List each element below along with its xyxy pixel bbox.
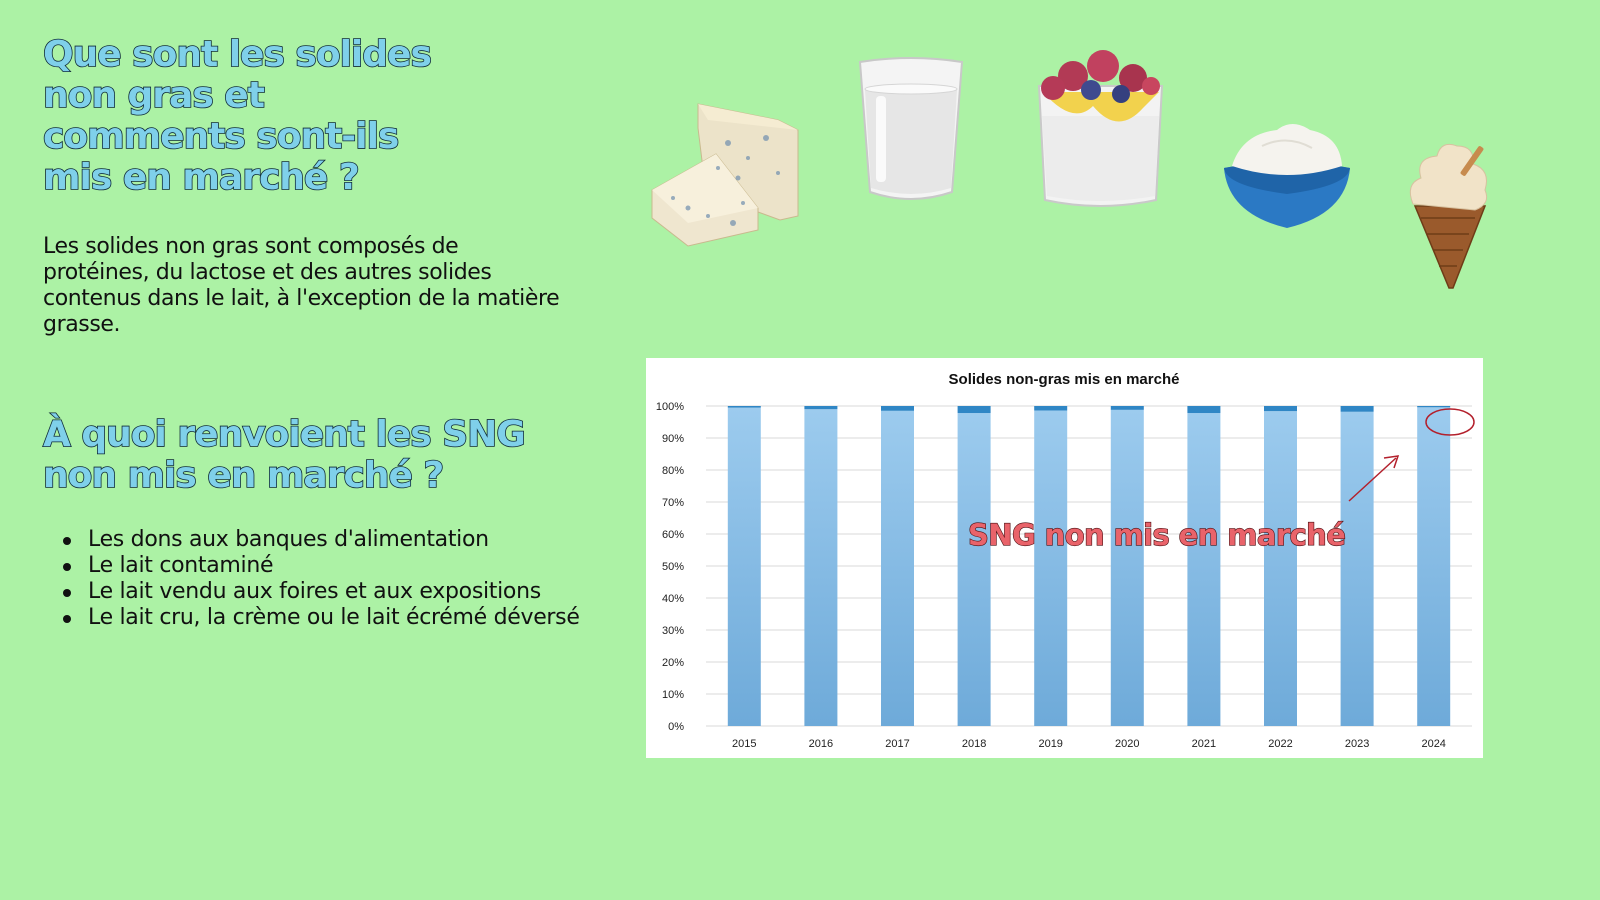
y-axis-labels: 0% 10% 20% 30% 40% 50% 60% 70% 80% 90% 100% bbox=[656, 401, 684, 733]
y-tick-label: 0% bbox=[668, 721, 684, 733]
x-tick-label: 2020 bbox=[1115, 738, 1139, 750]
glass-of-milk-image bbox=[858, 57, 964, 200]
y-tick-label: 70% bbox=[662, 497, 684, 509]
bullet-item: Le lait cru, la crème ou le lait écrémé … bbox=[44, 605, 580, 631]
x-tick-label: 2017 bbox=[885, 738, 909, 750]
bar-marketed bbox=[727, 407, 761, 726]
y-tick-label: 10% bbox=[662, 689, 684, 701]
x-tick-label: 2023 bbox=[1345, 738, 1369, 750]
x-axis-labels: 2015 2016 2017 2018 2019 2020 2021 2022 2023 2024 bbox=[732, 738, 1446, 750]
heading-line: non mis en marché ? bbox=[42, 454, 445, 497]
bar-not-marketed bbox=[1187, 406, 1221, 414]
bar-not-marketed bbox=[804, 406, 838, 410]
bar-not-marketed bbox=[1417, 406, 1451, 408]
bar-marketed bbox=[1034, 410, 1068, 726]
heading-line: comments sont-ils bbox=[42, 115, 400, 158]
bar-marketed bbox=[1340, 411, 1374, 726]
bullet-item: Le lait vendu aux foires et aux expositi… bbox=[44, 579, 580, 605]
y-tick-label: 50% bbox=[662, 561, 684, 573]
yogurt-parfait-image bbox=[1037, 50, 1164, 207]
bar-marketed bbox=[881, 410, 914, 726]
bar-not-marketed bbox=[727, 406, 761, 408]
bullet-list: Les dons aux banques d'alimentation Le l… bbox=[44, 527, 580, 631]
bar-marketed bbox=[1110, 409, 1144, 726]
annotation-label: SNG non mis en marché bbox=[967, 517, 1346, 552]
bar-marketed bbox=[1417, 407, 1451, 726]
main-heading: Que sont les solides non gras et comment… bbox=[42, 33, 463, 199]
chart-bars bbox=[727, 406, 1451, 726]
x-tick-label: 2021 bbox=[1192, 738, 1216, 750]
bar-not-marketed bbox=[1034, 406, 1068, 411]
stacked-bar-chart: Solides non-gras mis en marché 0% 10% 20% 3… bbox=[656, 371, 1475, 750]
y-tick-label: 20% bbox=[662, 657, 684, 669]
y-tick-label: 80% bbox=[662, 465, 684, 477]
heading-line: Que sont les solides bbox=[42, 33, 432, 76]
x-tick-label: 2019 bbox=[1038, 738, 1062, 750]
cheese-image bbox=[651, 103, 799, 247]
bar-not-marketed bbox=[1110, 406, 1144, 410]
highlight-circle bbox=[1425, 408, 1475, 436]
bar-not-marketed bbox=[1340, 406, 1374, 412]
bullet-item: Les dons aux banques d'alimentation bbox=[44, 527, 580, 553]
y-tick-label: 60% bbox=[662, 529, 684, 541]
second-heading: À quoi renvoient les SNG non mis en marc… bbox=[42, 413, 563, 497]
y-tick-label: 40% bbox=[662, 593, 684, 605]
ice-cream-cone-image bbox=[1409, 143, 1488, 289]
heading-line: À quoi renvoient les SNG bbox=[42, 413, 526, 456]
bar-marketed bbox=[804, 409, 838, 726]
bar-not-marketed bbox=[1264, 406, 1297, 412]
x-tick-label: 2018 bbox=[962, 738, 986, 750]
chart-card: Solides non-gras mis en marché 0% 10% 20% 3… bbox=[646, 358, 1483, 758]
annotation-arrow bbox=[1348, 457, 1397, 502]
bar-marketed bbox=[1187, 413, 1221, 726]
y-tick-label: 90% bbox=[662, 433, 684, 445]
chart-title: Solides non-gras mis en marché bbox=[949, 371, 1180, 388]
bar-not-marketed bbox=[881, 406, 914, 411]
bar-marketed bbox=[1264, 411, 1297, 726]
bullet-item: Le lait contaminé bbox=[44, 553, 580, 579]
annotation-arrowhead bbox=[1383, 455, 1400, 469]
bowl-of-cream-image bbox=[1224, 124, 1350, 228]
x-tick-label: 2024 bbox=[1421, 738, 1445, 750]
x-tick-label: 2015 bbox=[732, 738, 756, 750]
bar-not-marketed bbox=[957, 406, 991, 414]
bar-marketed bbox=[957, 413, 991, 726]
heading-line: mis en marché ? bbox=[42, 156, 360, 199]
heading-line: non gras et bbox=[42, 74, 266, 117]
x-tick-label: 2022 bbox=[1268, 738, 1292, 750]
intro-paragraph: Les solides non gras sont composés de pr… bbox=[43, 234, 560, 337]
y-tick-label: 100% bbox=[656, 401, 684, 413]
y-tick-label: 30% bbox=[662, 625, 684, 637]
x-tick-label: 2016 bbox=[809, 738, 833, 750]
